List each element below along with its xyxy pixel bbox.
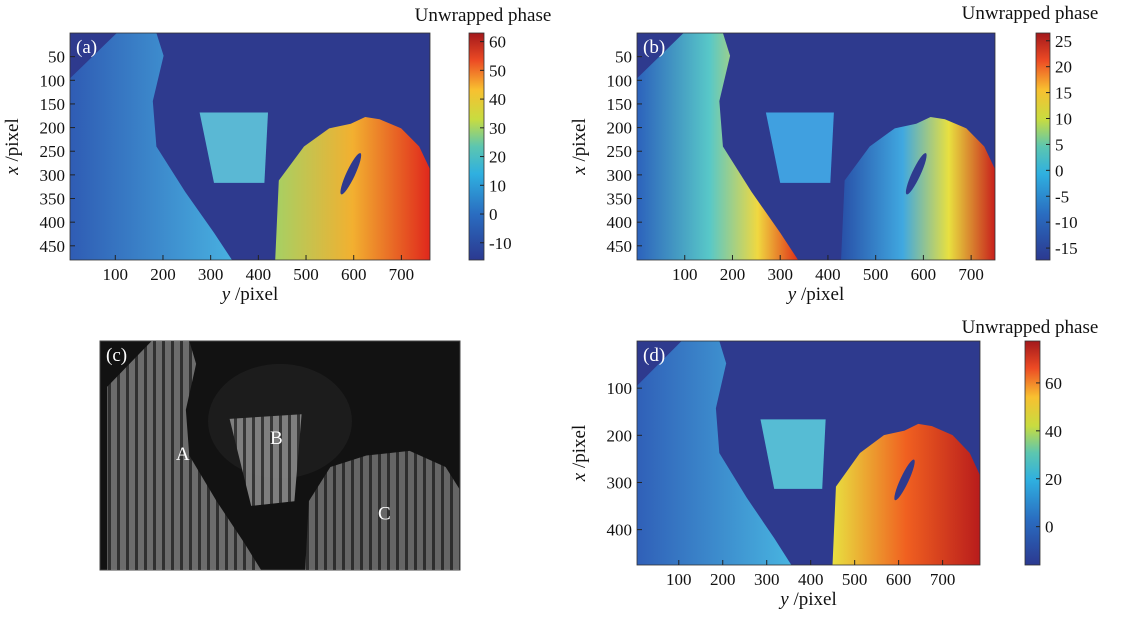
x-tick-label: 600 (911, 265, 937, 284)
y-tick-label: 250 (607, 142, 633, 161)
y-tick-label: 200 (607, 119, 633, 138)
colorbar-tick-label: 60 (489, 33, 506, 52)
x-tick-label: 100 (672, 265, 698, 284)
x-tick-label: 600 (341, 265, 367, 284)
y-tick-label: 200 (40, 119, 66, 138)
panel-label: (d) (643, 345, 665, 366)
x-axis-label: y /pixel (220, 284, 278, 305)
y-tick-label: 400 (607, 213, 633, 232)
colorbar-tick-label: 25 (1055, 32, 1072, 51)
colorbar-tick-label: 0 (1055, 161, 1064, 180)
colorbar-tick-label: 10 (489, 176, 506, 195)
y-axis-label: x /pixel (569, 425, 590, 482)
page: {"chart_data":[ {"type":"heatmap","label… (0, 0, 1122, 614)
colorbar-tick-label: 0 (489, 205, 498, 224)
colorbar-tick-label: 10 (1055, 110, 1072, 129)
x-tick-label: 500 (842, 570, 868, 589)
y-tick-label: 150 (607, 95, 633, 114)
y-tick-label: 450 (40, 237, 66, 256)
colorbar-tick-label: 60 (1045, 374, 1062, 393)
x-tick-label: 400 (246, 265, 272, 284)
colorbar-tick-label: 20 (1055, 58, 1072, 77)
colorbar-tick-label: 20 (1045, 470, 1062, 489)
y-axis-label: x /pixel (569, 118, 590, 175)
y-tick-label: 100 (607, 379, 633, 398)
colorbar-tick-label: 30 (489, 119, 506, 138)
x-axis-label: y /pixel (786, 284, 844, 305)
x-tick-label: 100 (666, 570, 692, 589)
x-tick-label: 500 (863, 265, 889, 284)
x-tick-label: 300 (198, 265, 224, 284)
y-tick-label: 150 (40, 95, 66, 114)
y-tick-label: 250 (40, 142, 66, 161)
y-tick-label: 350 (40, 190, 66, 209)
x-tick-label: 400 (798, 570, 824, 589)
x-tick-label: 400 (815, 265, 841, 284)
x-tick-label: 700 (389, 265, 415, 284)
x-tick-label: 200 (710, 570, 736, 589)
colorbar-tick-label: 5 (1055, 135, 1064, 154)
x-tick-label: 300 (767, 265, 793, 284)
y-tick-label: 100 (607, 71, 633, 90)
panel-label: (c) (106, 345, 127, 366)
colorbar-title: Unwrapped phase (962, 3, 1099, 24)
y-tick-label: 50 (615, 48, 632, 67)
colorbar (1025, 341, 1040, 565)
colorbar (469, 33, 484, 260)
x-tick-label: 100 (103, 265, 129, 284)
colorbar-tick-label: 0 (1045, 518, 1054, 537)
y-axis-label: x /pixel (2, 118, 23, 175)
y-tick-label: 300 (40, 166, 66, 185)
x-tick-label: 700 (958, 265, 984, 284)
y-tick-label: 300 (607, 473, 633, 492)
photo-annotation: B (270, 428, 283, 449)
x-axis-label: y /pixel (778, 589, 836, 610)
y-tick-label: 450 (607, 237, 633, 256)
colorbar-tick-label: 40 (489, 90, 506, 109)
y-tick-label: 200 (607, 426, 633, 445)
panel-label: (a) (76, 37, 97, 58)
photo-annotation: C (378, 504, 391, 525)
colorbar-title: Unwrapped phase (415, 5, 552, 26)
colorbar-tick-label: 20 (489, 148, 506, 167)
x-tick-label: 700 (930, 570, 956, 589)
y-tick-label: 400 (607, 521, 633, 540)
colorbar-tick-label: -5 (1055, 187, 1069, 206)
colorbar-tick-label: 50 (489, 61, 506, 80)
x-tick-label: 600 (886, 570, 912, 589)
colorbar-title: Unwrapped phase (962, 317, 1099, 338)
colorbar-tick-label: 40 (1045, 422, 1062, 441)
colorbar-tick-label: -10 (489, 234, 512, 253)
panel-label: (b) (643, 37, 665, 58)
figure: 1002003004005006007005010015020025030035… (0, 0, 1122, 614)
x-tick-label: 200 (720, 265, 746, 284)
x-tick-label: 500 (293, 265, 319, 284)
colorbar-tick-label: -10 (1055, 213, 1078, 232)
y-tick-label: 350 (607, 190, 633, 209)
colorbar-tick-label: 15 (1055, 84, 1072, 103)
y-tick-label: 400 (40, 213, 66, 232)
y-tick-label: 100 (40, 71, 66, 90)
y-tick-label: 50 (48, 48, 65, 67)
photo-annotation: A (176, 444, 190, 465)
x-tick-label: 300 (754, 570, 780, 589)
colorbar-tick-label: -15 (1055, 239, 1078, 258)
x-tick-label: 200 (150, 265, 176, 284)
y-tick-label: 300 (607, 166, 633, 185)
